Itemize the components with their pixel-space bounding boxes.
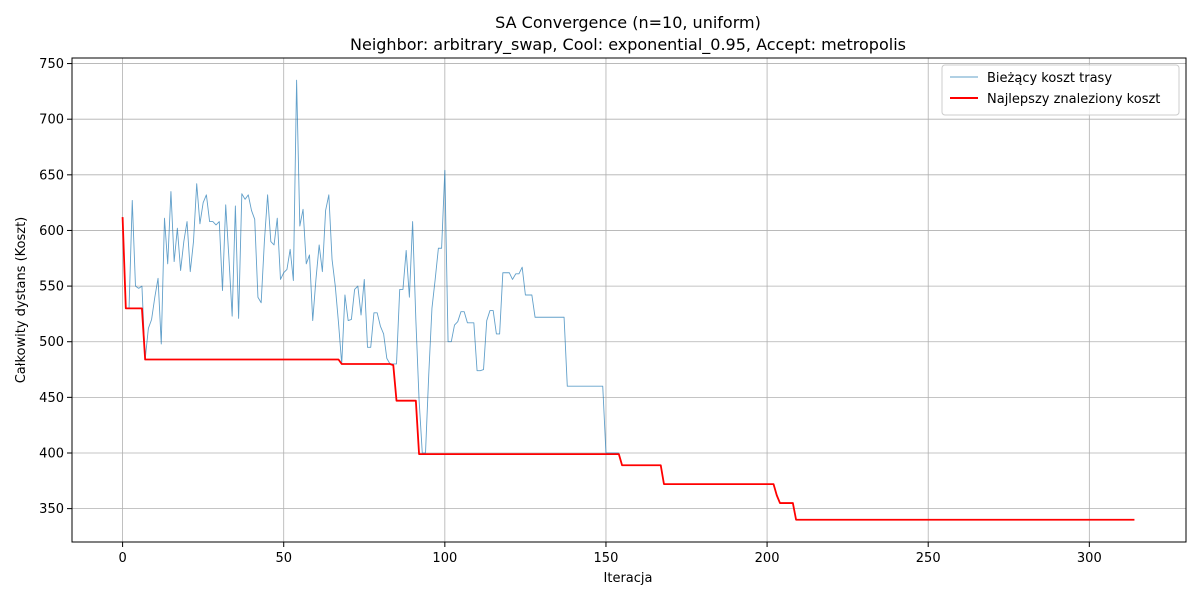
y-tick-label: 550	[39, 280, 64, 295]
legend-label-best: Najlepszy znaleziony koszt	[987, 92, 1160, 107]
x-axis-label: Iteracja	[604, 571, 653, 586]
x-tick-label: 200	[755, 551, 780, 566]
x-tick-label: 250	[916, 551, 941, 566]
y-tick-label: 600	[39, 224, 64, 239]
y-tick-label: 750	[39, 57, 64, 72]
legend: Bieżący koszt trasy Najlepszy znaleziony…	[941, 64, 1180, 116]
x-tick-label: 50	[275, 551, 292, 566]
plot-series	[121, 79, 1135, 521]
x-tick-label: 100	[432, 551, 457, 566]
chart-title: SA Convergence (n=10, uniform)	[495, 13, 761, 32]
y-tick-label: 700	[39, 113, 64, 128]
y-tick-label: 350	[39, 502, 64, 517]
x-tick-label: 0	[118, 551, 126, 566]
x-tick-label: 300	[1077, 551, 1102, 566]
y-tick-label: 450	[39, 391, 64, 406]
y-tick-label: 400	[39, 446, 64, 461]
series-line-current-cost	[122, 79, 619, 454]
plot-frame	[71, 57, 1187, 543]
legend-box	[941, 64, 1180, 116]
axis-ticks: 0 50 100 150 200 250 300 350 400 450 500 550 600 650 7…	[39, 57, 1102, 566]
y-tick-label: 500	[39, 335, 64, 350]
y-tick-label: 650	[39, 168, 64, 183]
legend-label-current: Bieżący koszt trasy	[987, 71, 1112, 86]
x-tick-label: 150	[594, 551, 619, 566]
y-axis-label: Całkowity dystans (Koszt)	[14, 217, 29, 384]
chart-subtitle: Neighbor: arbitrary_swap, Cool: exponent…	[350, 35, 906, 55]
series-line-best-cost	[121, 217, 1135, 521]
